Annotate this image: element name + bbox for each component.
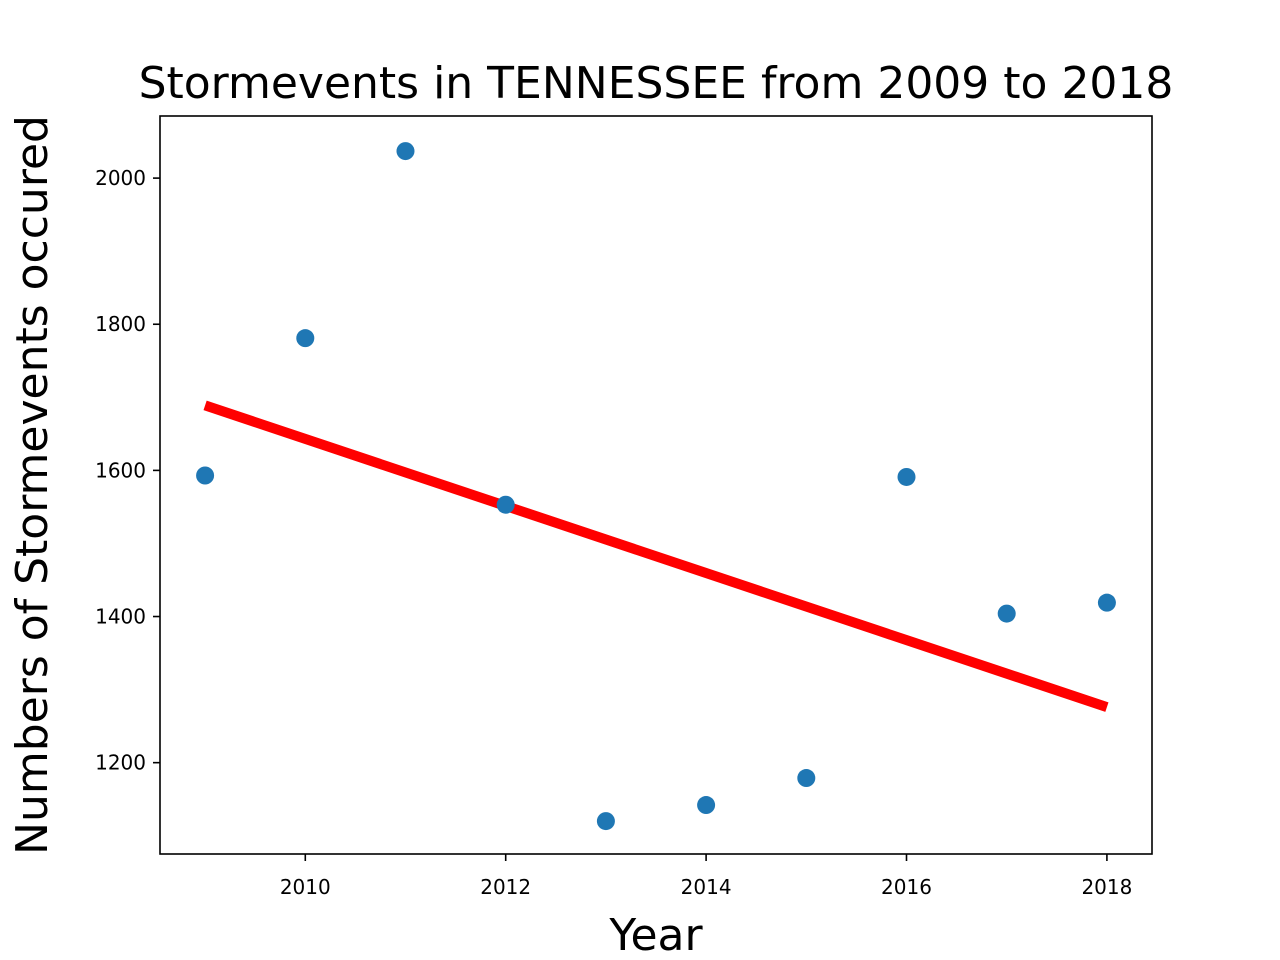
y-tick-label: 1800	[95, 312, 146, 336]
data-point-2011	[396, 142, 415, 161]
y-tick-label: 1600	[95, 458, 146, 482]
x-tick-label: 2016	[881, 875, 932, 899]
trend-line	[203, 400, 1109, 712]
x-tick-label: 2014	[681, 875, 732, 899]
x-axis: 2010 2012 2014 2016 2018	[280, 854, 1132, 899]
x-tick-label: 2018	[1081, 875, 1132, 899]
data-point-2015	[797, 769, 816, 788]
plot-frame	[159, 115, 1153, 855]
y-tick-label: 2000	[95, 166, 146, 190]
data-point-2016	[897, 467, 916, 486]
data-point-2018	[1097, 593, 1116, 612]
chart-title: Stormevents in TENNESSEE from 2009 to 20…	[139, 58, 1174, 109]
data-point-2012	[496, 495, 515, 514]
y-tick-label: 1400	[95, 605, 146, 629]
data-point-2013	[596, 812, 615, 831]
y-axis: 1200 1400 1600 1800 2000	[95, 166, 160, 775]
data-point-2014	[697, 796, 716, 815]
data-point-2017	[997, 604, 1016, 623]
x-tick-label: 2010	[280, 875, 331, 899]
y-axis-label: Numbers of Stormevents occured	[7, 115, 58, 855]
x-axis-label: Year	[608, 910, 703, 960]
x-tick-label: 2012	[480, 875, 531, 899]
data-point-2009	[196, 466, 215, 485]
plot-area	[196, 142, 1116, 831]
y-tick-label: 1200	[95, 751, 146, 775]
data-point-2010	[296, 329, 315, 348]
